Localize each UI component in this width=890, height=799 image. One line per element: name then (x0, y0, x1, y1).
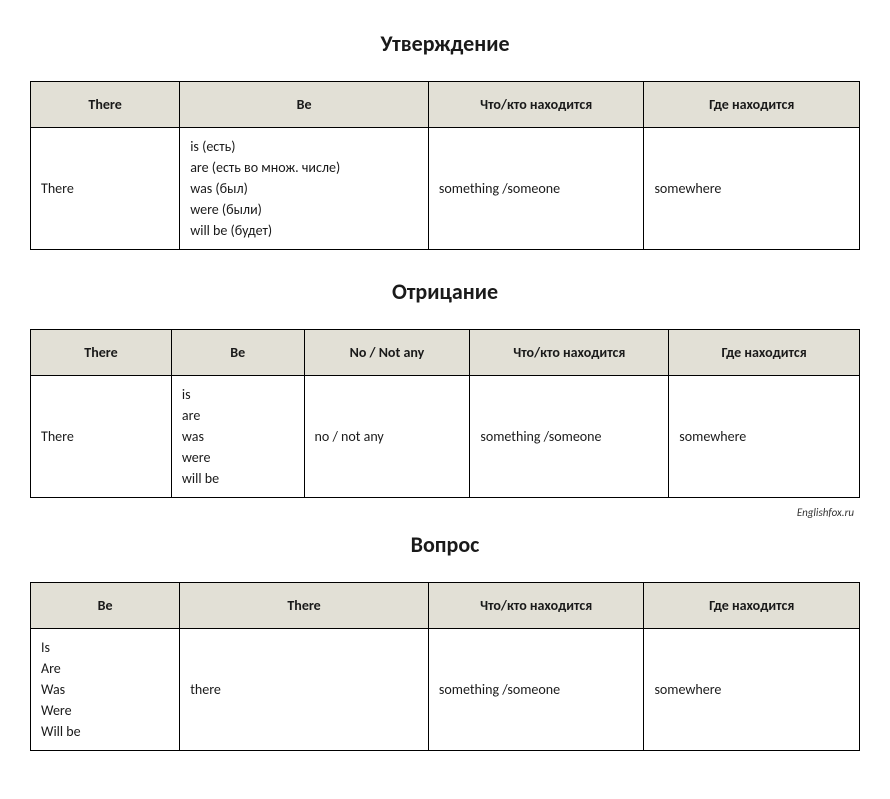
table-cell: There (31, 128, 180, 250)
table-question: Be There Что/кто находится Где находится… (30, 582, 860, 751)
table-cell: There (31, 376, 172, 498)
table-affirmative: There Be Что/кто находится Где находится… (30, 81, 860, 250)
table-header: There (31, 330, 172, 376)
table-header: There (180, 583, 429, 629)
table-header: Что/кто находится (428, 583, 644, 629)
table-header: Что/кто находится (470, 330, 669, 376)
table-header: Где находится (669, 330, 860, 376)
table-header: No / Not any (304, 330, 470, 376)
table-cell: somewhere (669, 376, 860, 498)
table-cell: something /someone (470, 376, 669, 498)
attribution-text: Englishfox.ru (30, 506, 854, 519)
table-cell: is (есть)are (есть во множ. числе)was (б… (180, 128, 429, 250)
table-header: Be (171, 330, 304, 376)
table-cell: IsAreWasWereWill be (31, 629, 180, 751)
section-title-negative: Отрицание (30, 278, 860, 305)
table-cell: something /someone (428, 128, 644, 250)
table-cell: somewhere (644, 128, 860, 250)
table-header: Где находится (644, 583, 860, 629)
section-title-question: Вопрос (30, 531, 860, 558)
table-header: Где находится (644, 82, 860, 128)
table-header: There (31, 82, 180, 128)
section-title-affirmative: Утверждение (30, 30, 860, 57)
table-negative: There Be No / Not any Что/кто находится … (30, 329, 860, 498)
table-header: Be (31, 583, 180, 629)
table-header: Что/кто находится (428, 82, 644, 128)
table-cell: somewhere (644, 629, 860, 751)
table-cell: something /someone (428, 629, 644, 751)
table-header: Be (180, 82, 429, 128)
table-cell: no / not any (304, 376, 470, 498)
table-cell: isarewaswerewill be (171, 376, 304, 498)
table-cell: there (180, 629, 429, 751)
